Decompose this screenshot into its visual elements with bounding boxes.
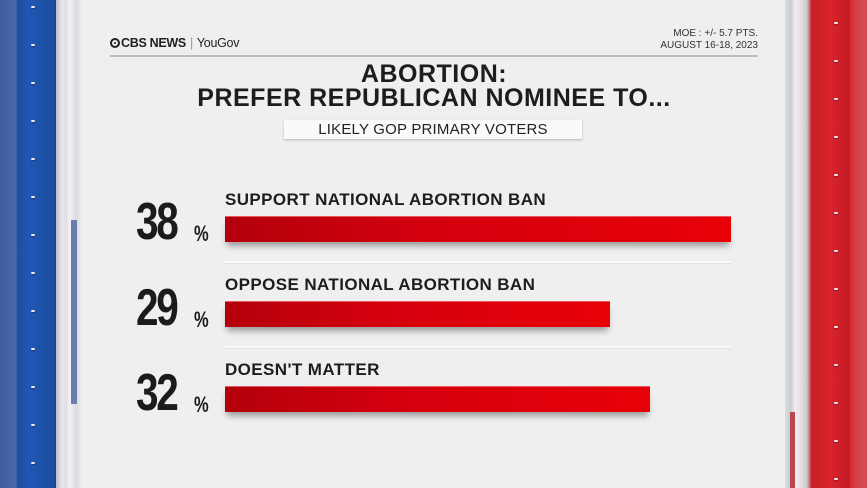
rivet-icon [31,348,35,350]
poll-meta: MOE : +/- 5.7 PTS. AUGUST 16-18, 2023 [660,28,758,52]
rivet-icon [31,272,35,274]
logo-separator: | [189,36,193,50]
rivet-icon [834,22,838,24]
bar-row: 32% DOESN'T MATTER [136,335,736,422]
rivet-icon [31,120,35,122]
percent-value: 32% [136,364,214,422]
rivet-icon [834,60,838,62]
rivet-icon [834,250,838,252]
rivet-icon [834,288,838,290]
bar-label: DOESN'T MATTER [225,360,380,379]
partner-name: YouGov [196,36,240,50]
rivet-icon [31,6,35,8]
rivet-icon [31,462,35,464]
percent-number: 38 [136,193,179,251]
rivet-icon [834,98,838,100]
bar-label: SUPPORT NATIONAL ABORTION BAN [225,190,547,209]
left-frame-blue [0,0,56,488]
percent-value: 38% [136,193,214,251]
rivet-icon [834,326,838,328]
percent-number: 32 [136,364,179,422]
percent-sign: % [194,392,209,417]
left-frame-accent [71,220,77,404]
left-frame-edge [56,0,82,488]
rivet-icon [834,440,838,442]
rivet-icon [834,174,838,176]
margin-of-error: MOE : +/- 5.7 PTS. [673,28,758,39]
right-frame-edge [785,0,811,488]
bar-label: OPPOSE NATIONAL ABORTION BAN [225,275,536,294]
percent-value: 29% [136,279,214,337]
rivet-icon [31,158,35,160]
percent-number: 29 [136,279,179,337]
chart-title: ABORTION: PREFER REPUBLICAN NOMINEE TO..… [110,60,758,112]
rivet-icon [31,196,35,198]
row-divider [225,261,731,264]
rivet-icon [31,424,35,426]
rivet-icon [31,386,35,388]
cbs-eye-icon [110,38,120,48]
header-divider [110,55,758,57]
title-line-1: ABORTION: [360,60,508,88]
cbs-yougov-logo: CBS NEWS | YouGov [110,36,239,50]
row-divider [225,346,731,349]
rivet-icon [31,44,35,46]
rivet-icon [834,136,838,138]
rivet-icon [31,310,35,312]
rivet-icon [834,212,838,214]
chart-subtitle: LIKELY GOP PRIMARY VOTERS [284,120,582,139]
right-frame-accent [790,412,795,488]
title-line-2: PREFER REPUBLICAN NOMINEE TO... [197,84,671,112]
bar [225,386,650,412]
rivet-icon [834,364,838,366]
bar-row: 29% OPPOSE NATIONAL ABORTION BAN [136,250,736,337]
brand-name: CBS NEWS [121,36,186,50]
rivet-icon [834,478,838,480]
rivet-icon [834,402,838,404]
percent-sign: % [194,307,209,332]
bar [225,216,731,242]
bar-row: 38% SUPPORT NATIONAL ABORTION BAN [136,164,736,251]
rivet-icon [31,234,35,236]
poll-dates: AUGUST 16-18, 2023 [660,40,758,51]
bar [225,301,610,327]
percent-sign: % [194,221,209,246]
rivet-icon [31,82,35,84]
right-frame-red [811,0,867,488]
